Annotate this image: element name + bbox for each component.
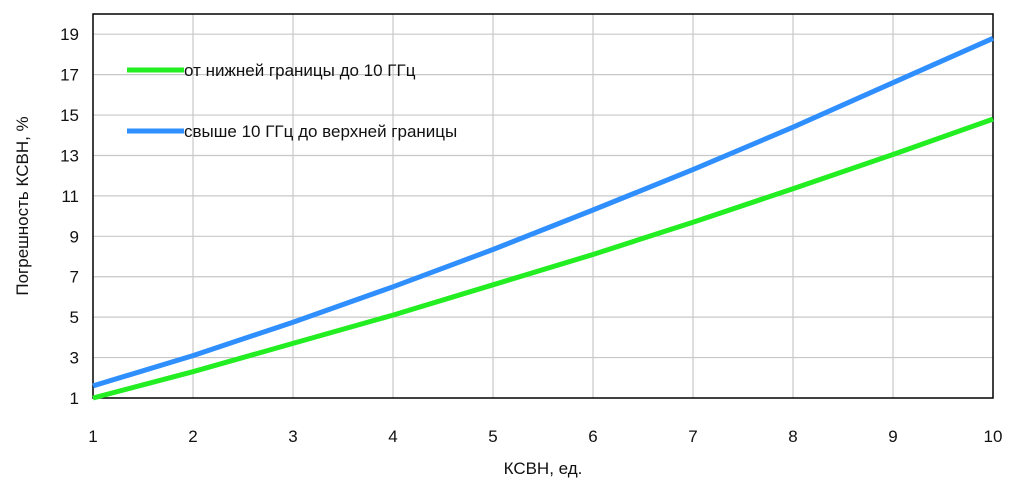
legend-label-1: от нижней границы до 10 ГГц: [184, 61, 416, 80]
plot-frame: [92, 13, 994, 399]
y-tick-label: 11: [61, 187, 79, 206]
y-tick-label: 7: [70, 268, 79, 287]
x-tick-label: 7: [688, 427, 697, 446]
y-tick-label: 13: [60, 146, 79, 165]
y-tick-label: 15: [60, 106, 79, 125]
series-line-2: [92, 36, 995, 389]
x-tick-label: 6: [588, 427, 597, 446]
grid: [93, 14, 993, 398]
x-tick-label: 9: [888, 427, 897, 446]
x-tick-label: 4: [388, 427, 397, 446]
x-tick-label: 8: [788, 427, 797, 446]
y-tick-label: 9: [70, 227, 79, 246]
legend: от нижней границы до 10 ГГц свыше 10 ГГц …: [127, 61, 457, 141]
series-layer: [92, 36, 995, 401]
x-tick-label: 5: [488, 427, 497, 446]
y-tick-label: 5: [70, 308, 79, 327]
x-axis-title: КСВН, ед.: [504, 459, 583, 478]
y-tick-label: 1: [70, 389, 79, 408]
y-tick-label: 3: [70, 349, 79, 368]
y-tick-label: 17: [60, 66, 79, 85]
series-line-1: [92, 116, 994, 401]
y-tick-label: 19: [60, 25, 79, 44]
x-tick-label: 2: [188, 427, 197, 446]
x-tick-label: 1: [88, 427, 97, 446]
x-tick-label: 10: [984, 427, 1003, 446]
legend-label-2: свыше 10 ГГц до верхней границы: [184, 122, 457, 141]
x-tick-label: 3: [288, 427, 297, 446]
x-axis-ticks: 1 2 3 4 5 6 7 8 9 10: [88, 427, 1002, 446]
y-axis-title: Погрешность КСВН, %: [13, 116, 32, 295]
